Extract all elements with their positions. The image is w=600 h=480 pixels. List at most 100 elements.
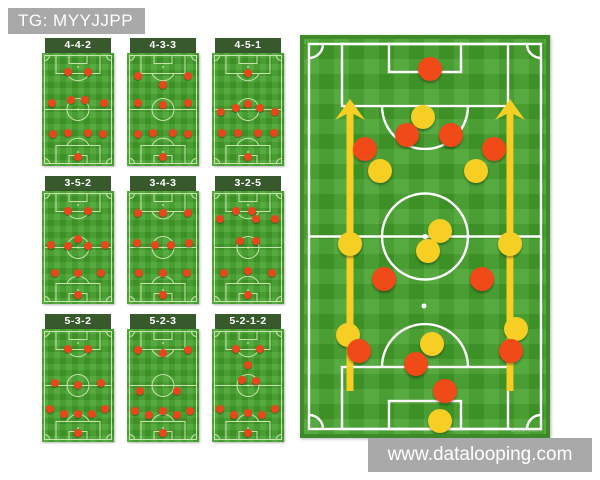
mini-player-dot xyxy=(268,269,276,278)
player-token-yellow[interactable] xyxy=(416,239,440,263)
formation-label: 3-4-3 xyxy=(130,176,196,192)
mini-player-dot xyxy=(135,269,143,278)
formation-card[interactable]: 5-2-3 xyxy=(125,314,201,449)
mini-pitch xyxy=(42,191,114,305)
mini-player-dot xyxy=(134,130,142,139)
mini-player-dot xyxy=(74,269,82,278)
mini-player-dot xyxy=(97,379,105,388)
player-token-yellow[interactable] xyxy=(504,317,528,341)
mini-player-dot xyxy=(131,407,139,416)
player-token-red[interactable] xyxy=(439,123,463,147)
formation-card[interactable]: 4-4-2 xyxy=(40,38,116,173)
mini-player-dot xyxy=(230,411,238,420)
formation-card[interactable]: 3-4-3 xyxy=(125,176,201,311)
mini-pitch xyxy=(42,53,114,167)
mini-player-dot xyxy=(84,207,92,216)
mini-player-dot xyxy=(167,241,175,250)
mini-player-dot xyxy=(183,269,191,278)
mini-player-dot xyxy=(271,108,279,117)
mini-player-dot xyxy=(64,68,72,77)
mini-player-dot xyxy=(64,207,72,216)
player-token-red[interactable] xyxy=(470,267,494,291)
mini-player-dot xyxy=(74,153,82,162)
mini-player-dot xyxy=(159,349,167,358)
mini-player-dot xyxy=(185,239,193,248)
mini-player-dot xyxy=(159,153,167,162)
player-token-yellow[interactable] xyxy=(368,159,392,183)
mini-player-dot xyxy=(232,345,240,354)
mini-player-dot xyxy=(159,407,167,416)
mini-player-dot xyxy=(97,269,105,278)
mini-player-dot xyxy=(216,215,224,224)
mini-player-dot xyxy=(48,99,56,108)
player-token-red[interactable] xyxy=(482,137,506,161)
mini-pitch-markings xyxy=(44,55,112,165)
mini-player-dot xyxy=(218,129,226,138)
player-token-red[interactable] xyxy=(347,339,371,363)
mini-pitch-markings xyxy=(129,55,197,165)
mini-player-dot xyxy=(49,130,57,139)
mini-player-dot xyxy=(159,429,167,438)
formation-card[interactable]: 3-2-5 xyxy=(210,176,286,311)
mini-player-dot xyxy=(232,104,240,113)
corner-credit: 图片来源 / 数据分析 xyxy=(510,428,543,432)
player-token-yellow[interactable] xyxy=(464,159,488,183)
mini-player-dot xyxy=(134,99,142,108)
mini-player-dot xyxy=(252,237,260,246)
mini-player-dot xyxy=(134,72,142,81)
mini-player-dot xyxy=(252,215,260,224)
title-tag: TG: MYYJJPP xyxy=(8,8,146,34)
mini-player-dot xyxy=(244,100,252,109)
mini-pitch-markings xyxy=(214,55,282,165)
mini-pitch xyxy=(42,329,114,443)
player-token-red[interactable] xyxy=(418,57,442,81)
player-token-red[interactable] xyxy=(404,352,428,376)
mini-player-dot xyxy=(256,345,264,354)
player-token-red[interactable] xyxy=(353,137,377,161)
mini-player-dot xyxy=(101,405,109,414)
formation-card[interactable]: 5-3-2 xyxy=(40,314,116,449)
mini-player-dot xyxy=(184,209,192,218)
mini-player-dot xyxy=(244,267,252,276)
player-token-yellow[interactable] xyxy=(338,232,362,256)
mini-player-dot xyxy=(252,377,260,386)
mini-player-dot xyxy=(244,69,252,78)
formation-card[interactable]: 3-5-2 xyxy=(40,176,116,311)
mini-player-dot xyxy=(149,129,157,138)
mini-player-dot xyxy=(256,104,264,113)
formation-card[interactable]: 5-2-1-2 xyxy=(210,314,286,449)
mini-player-dot xyxy=(217,108,225,117)
mini-player-dot xyxy=(159,81,167,90)
mini-player-dot xyxy=(74,381,82,390)
mini-player-dot xyxy=(159,291,167,300)
mini-pitch-markings xyxy=(214,331,282,441)
formation-card[interactable]: 4-5-1 xyxy=(210,38,286,173)
player-token-red[interactable] xyxy=(395,123,419,147)
player-token-red[interactable] xyxy=(499,339,523,363)
mini-player-dot xyxy=(236,237,244,246)
player-token-yellow[interactable] xyxy=(411,105,435,129)
mini-player-dot xyxy=(100,99,108,108)
formation-card[interactable]: 4-3-3 xyxy=(125,38,201,173)
mini-player-dot xyxy=(244,153,252,162)
formation-label: 5-2-3 xyxy=(130,314,196,330)
mini-player-dot xyxy=(159,101,167,110)
mini-player-dot xyxy=(46,405,54,414)
mini-player-dot xyxy=(74,291,82,300)
player-token-yellow[interactable] xyxy=(420,332,444,356)
player-token-yellow[interactable] xyxy=(428,409,452,433)
mini-player-dot xyxy=(173,387,181,396)
mini-player-dot xyxy=(159,269,167,278)
mini-player-dot xyxy=(51,269,59,278)
mini-player-dot xyxy=(64,345,72,354)
mini-player-dot xyxy=(271,405,279,414)
mini-pitch xyxy=(212,191,284,305)
mini-player-dot xyxy=(84,242,92,251)
player-token-red[interactable] xyxy=(433,379,457,403)
player-token-red[interactable] xyxy=(372,267,396,291)
mini-player-dot xyxy=(47,241,55,250)
mini-player-dot xyxy=(220,269,228,278)
mini-pitch xyxy=(212,53,284,167)
player-token-yellow[interactable] xyxy=(498,232,522,256)
mini-player-dot xyxy=(173,411,181,420)
